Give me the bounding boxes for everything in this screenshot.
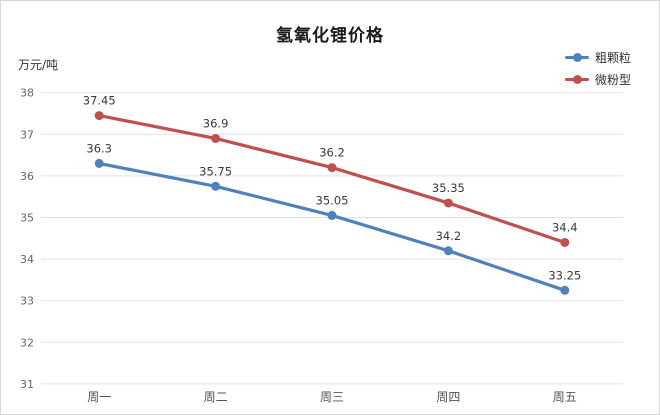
data-point-label: 35.35 [432, 181, 465, 195]
data-point [94, 158, 104, 168]
y-tick-label: 32 [20, 336, 34, 349]
data-point-label: 34.4 [552, 220, 578, 234]
x-axis-label: 周四 [436, 390, 460, 404]
x-axis-label: 周一 [87, 390, 111, 404]
data-point [211, 181, 221, 191]
data-point-label: 36.9 [203, 116, 229, 130]
data-point-label: 35.75 [199, 164, 232, 178]
data-point-label: 37.45 [83, 94, 116, 108]
series-line-0 [97, 161, 567, 292]
x-axis-label: 周三 [320, 390, 344, 404]
data-point-label: 34.2 [436, 229, 462, 243]
y-axis-unit-label: 万元/吨 [18, 58, 59, 72]
y-tick-label: 34 [20, 253, 34, 266]
data-point [443, 246, 453, 256]
legend-item-series-1[interactable]: 微粉型 [564, 70, 631, 89]
data-point-label: 36.3 [86, 141, 112, 155]
chart-title: 氢氧化锂价格 [276, 26, 384, 46]
y-tick-label: 35 [20, 212, 34, 225]
x-axis-label: 周二 [204, 390, 228, 404]
legend-line-dot-icon [564, 53, 589, 62]
y-tick-label: 33 [20, 295, 34, 308]
data-point [211, 133, 221, 143]
data-point [327, 210, 337, 220]
data-point [443, 198, 453, 208]
data-point-label: 35.05 [316, 193, 349, 207]
data-point-label: 36.2 [319, 146, 345, 160]
y-tick-label: 38 [20, 87, 34, 100]
y-tick-label: 36 [20, 170, 34, 183]
data-point [327, 163, 337, 173]
data-point-label: 33.25 [548, 268, 581, 282]
x-axis-label: 周五 [553, 390, 577, 404]
y-tick-label: 37 [20, 128, 34, 141]
legend-label-series-1: 微粉型 [594, 73, 631, 87]
data-point [560, 285, 570, 295]
legend-label-series-0: 粗颗粒 [594, 51, 631, 65]
legend-line-dot-icon [564, 75, 589, 84]
data-point [560, 237, 570, 247]
data-point [94, 111, 104, 121]
y-tick-label: 31 [20, 378, 34, 391]
legend: 粗颗粒 微粉型 [564, 48, 631, 89]
legend-item-series-0[interactable]: 粗颗粒 [564, 48, 631, 67]
